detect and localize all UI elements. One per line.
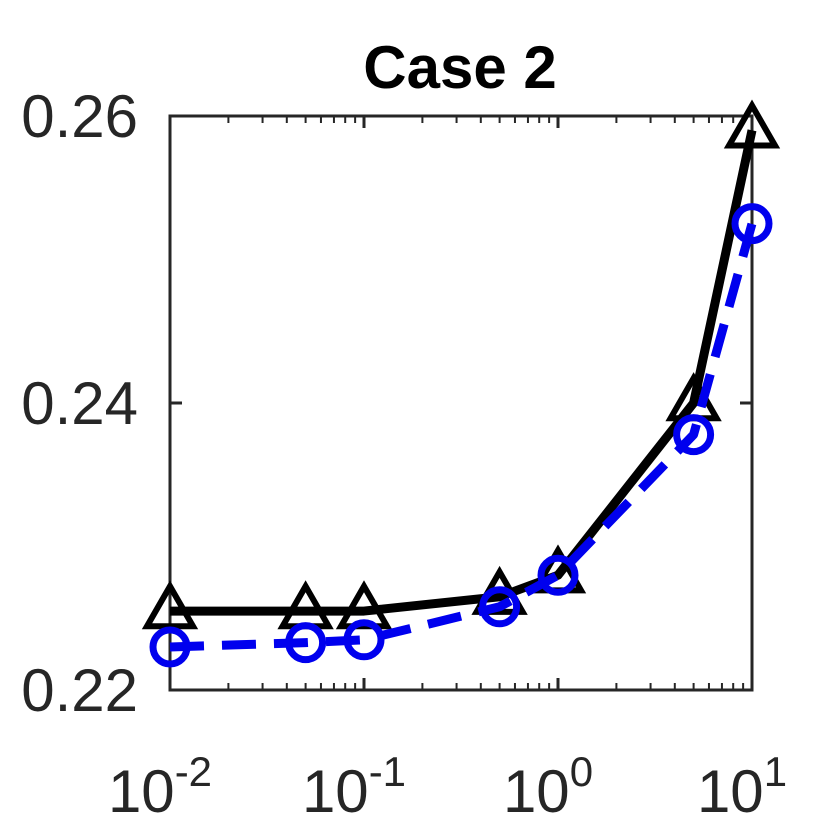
circle-marker (343, 619, 385, 661)
triangle-marker (277, 580, 334, 630)
x-tick-label: 10-1 (302, 748, 406, 825)
y-tick-label: 0.24 (21, 370, 138, 437)
x-tick-label: 101 (697, 748, 787, 825)
series-line (170, 129, 757, 616)
series-line (169, 222, 757, 652)
x-tick-label: 100 (503, 748, 593, 825)
chart-title: Case 2 (363, 34, 556, 101)
circle-marker (537, 554, 579, 596)
y-tick-label: 0.22 (21, 657, 138, 724)
circle-marker (149, 626, 191, 668)
triangle-marker (141, 580, 199, 630)
axes: 0.22 0.24 0.26 10-2 10-1 100 101 (21, 83, 787, 825)
circle-marker (285, 622, 327, 664)
y-tick-label: 0.26 (21, 83, 138, 150)
circle-marker (479, 586, 521, 628)
circle-marker (731, 203, 773, 245)
circle-marker (673, 414, 715, 456)
x-tick-label: 10-2 (108, 748, 212, 825)
triangle-marker (723, 99, 781, 149)
series-group (141, 99, 781, 668)
